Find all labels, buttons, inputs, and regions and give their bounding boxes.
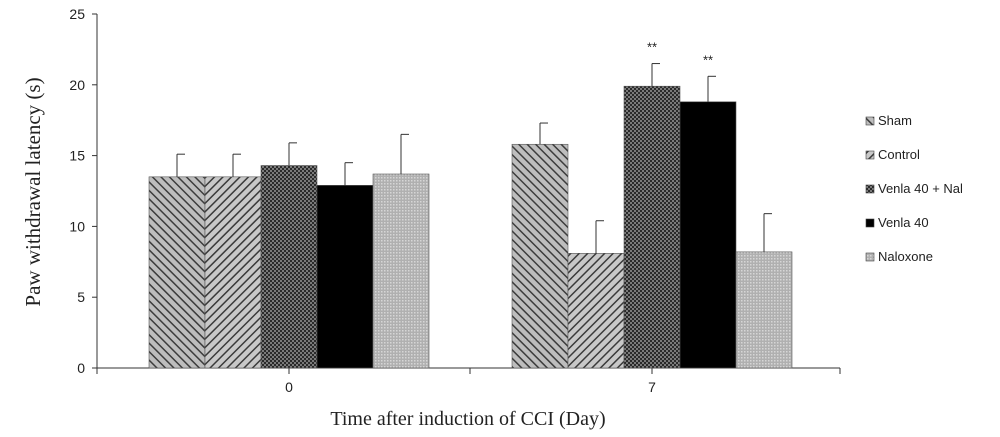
legend-swatch <box>865 116 875 126</box>
bar-naloxone-day-0 <box>372 173 430 369</box>
bar-venla-40-nal-day-7 <box>623 85 681 369</box>
significance-marker: ** <box>647 40 657 55</box>
significance-marker: ** <box>703 52 713 67</box>
y-tick-label: 5 <box>77 289 85 305</box>
bar-sham-day-0 <box>148 176 206 369</box>
bar-venla-40-nal-day-0 <box>260 165 318 369</box>
x-tick-label: 0 <box>285 379 293 395</box>
y-tick-label: 25 <box>69 6 85 22</box>
y-tick-label: 20 <box>69 77 85 93</box>
y-tick-label: 10 <box>69 218 85 234</box>
legend-label: Venla 40 <box>878 215 929 230</box>
y-axis-label: Paw withdrawal latency (s) <box>21 77 45 306</box>
y-tick-label: 15 <box>69 148 85 164</box>
bar-control-day-7 <box>567 253 625 369</box>
significance-annotations: ** ** <box>647 40 713 68</box>
legend-label: Sham <box>878 113 912 128</box>
bar-venla-40-day-0 <box>316 185 374 369</box>
y-axis-ticks: 0 5 10 15 20 25 <box>69 6 97 376</box>
y-tick-label: 0 <box>77 360 85 376</box>
legend-label: Venla 40 + Nal <box>878 181 963 196</box>
bar-sham-day-7 <box>511 143 569 369</box>
error-bars-group <box>176 63 772 254</box>
legend-label: Naloxone <box>878 249 933 264</box>
legend: Sham Control Venla 40 + Nal Venla 40 Naloxon… <box>865 113 963 264</box>
legend-swatch <box>865 252 875 262</box>
bars-group <box>148 85 793 369</box>
bar-venla-40-day-7 <box>679 101 737 369</box>
bar-control-day-0 <box>204 176 262 369</box>
legend-swatch <box>865 218 875 228</box>
legend-swatch <box>865 150 875 160</box>
bar-naloxone-day-7 <box>735 251 793 369</box>
x-tick-label: 7 <box>648 379 656 395</box>
x-axis-label: Time after induction of CCI (Day) <box>330 408 605 430</box>
legend-label: Control <box>878 147 920 162</box>
legend-swatch <box>865 184 875 194</box>
